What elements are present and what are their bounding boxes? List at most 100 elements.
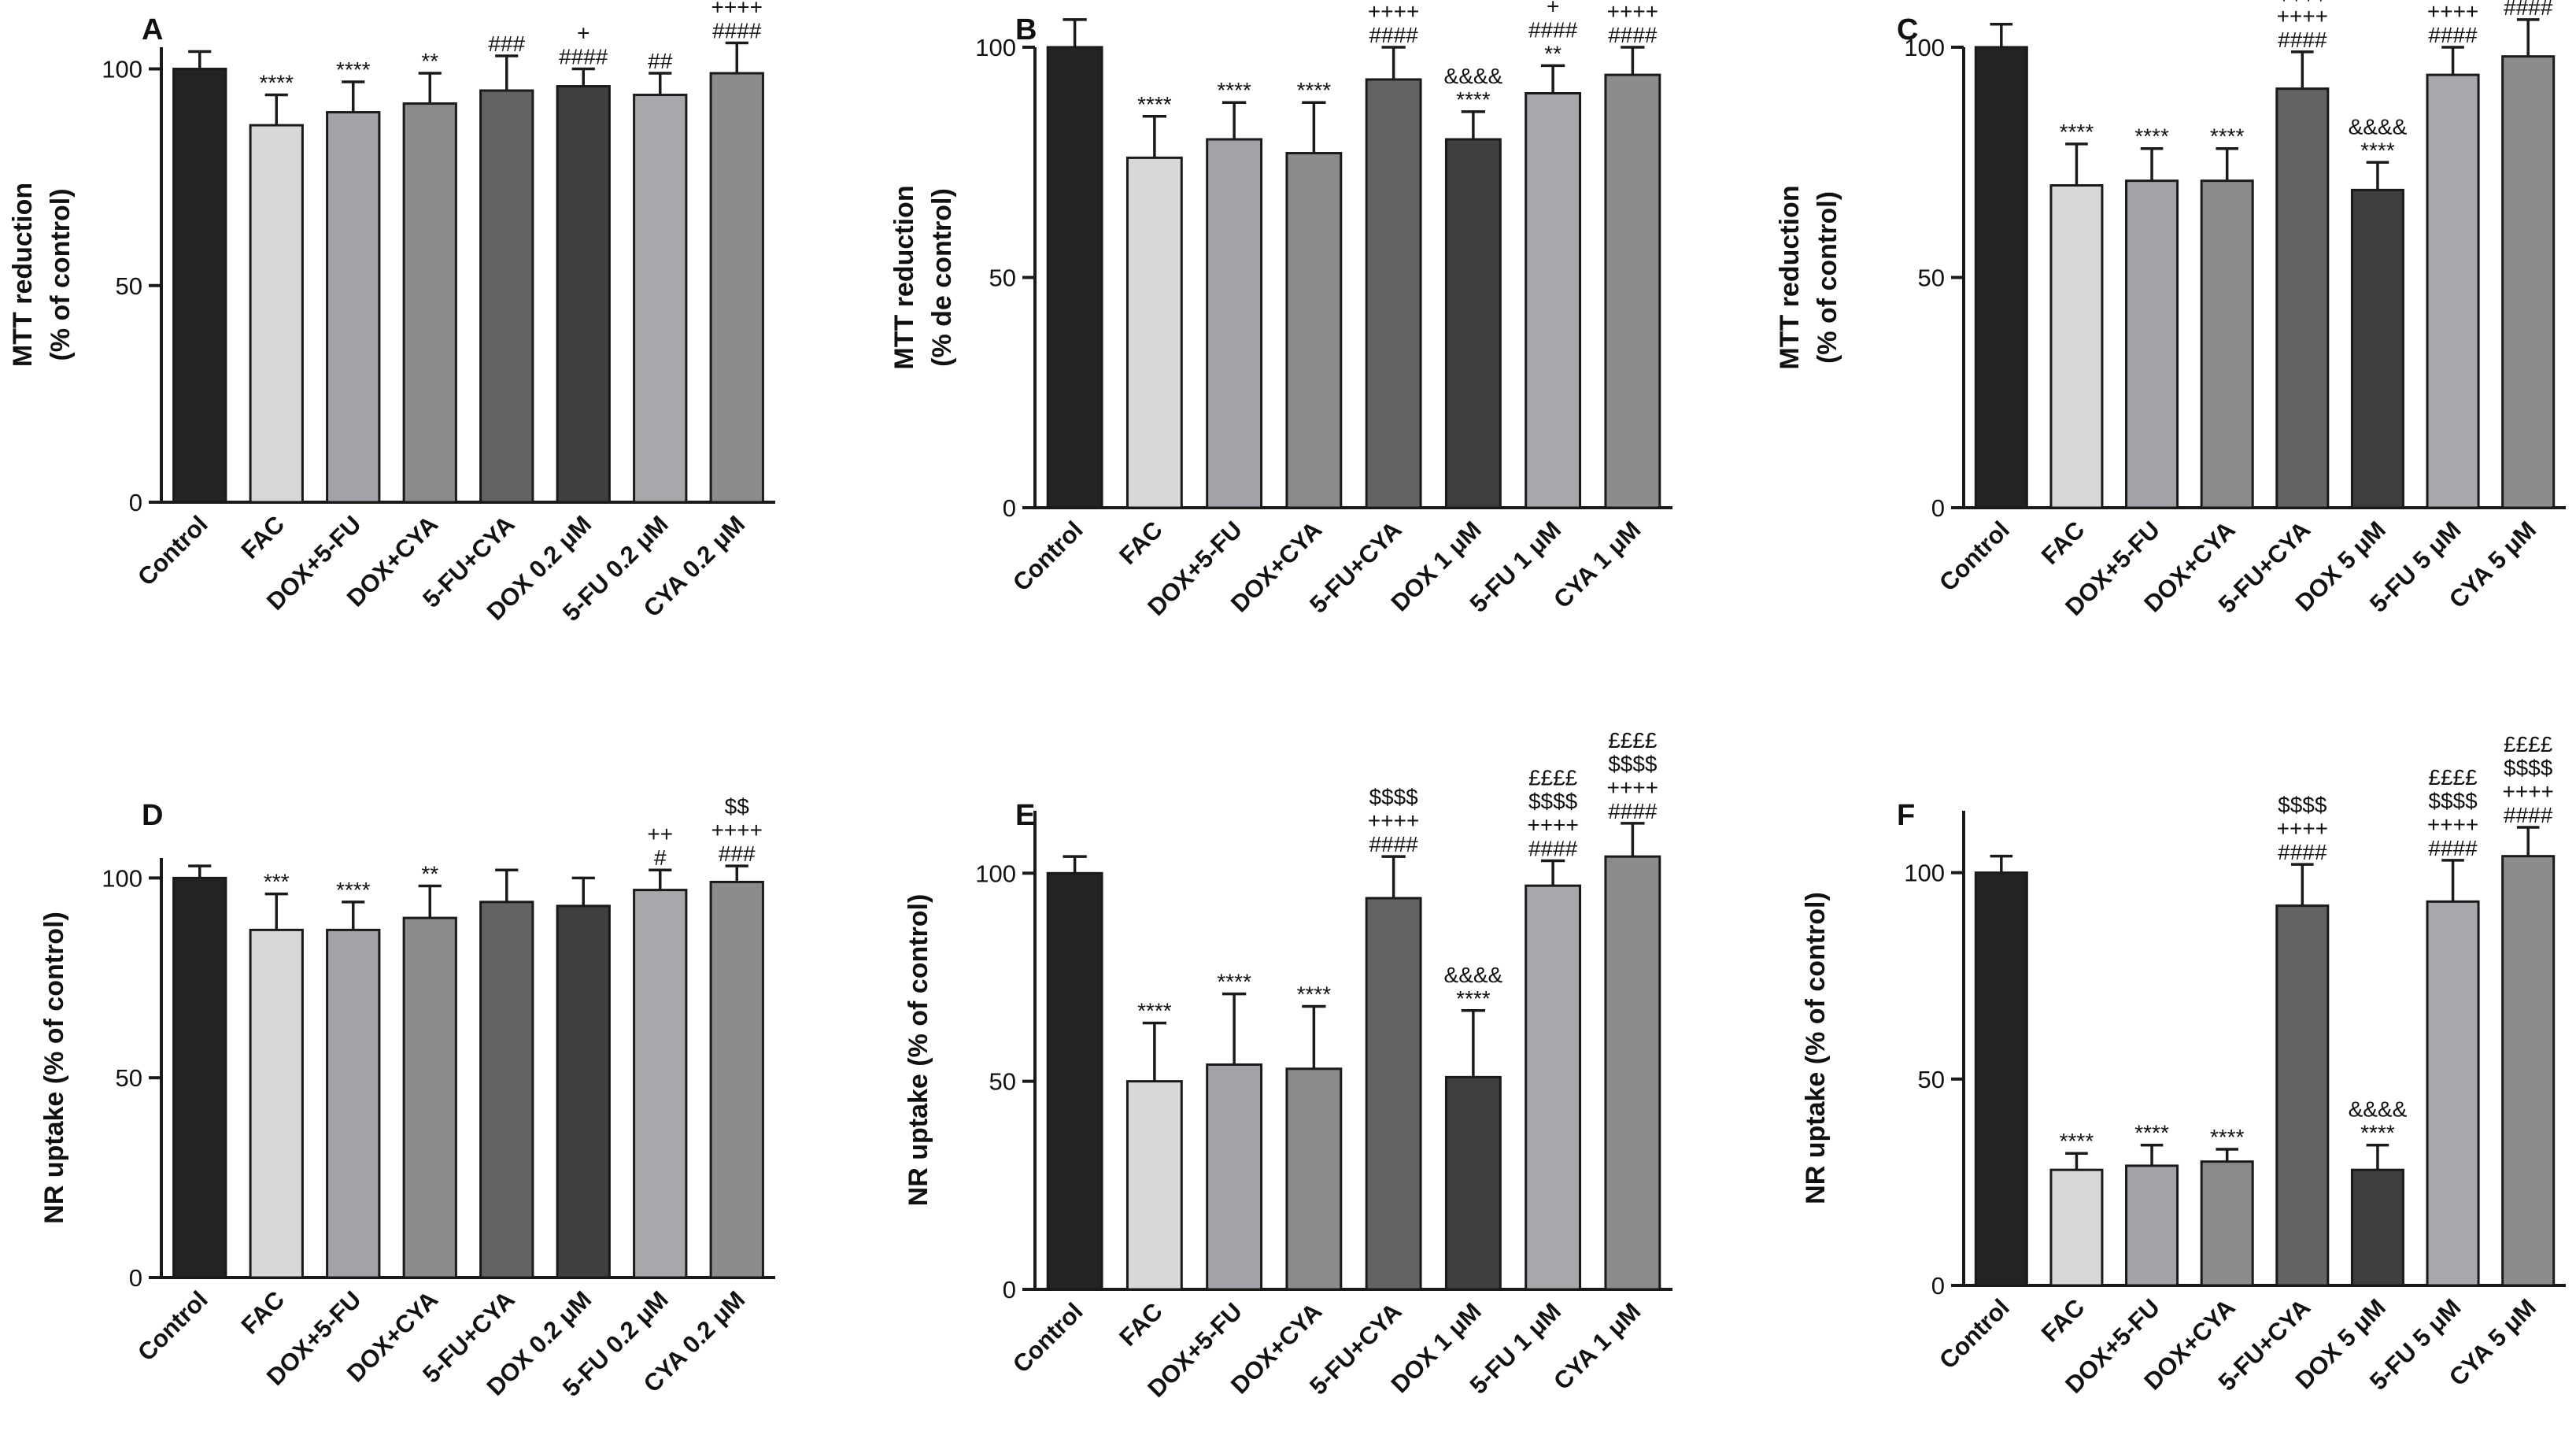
bar-5-fu-cya xyxy=(1365,897,1422,1291)
panel-label: F xyxy=(1897,799,1915,832)
x-tick-label: FAC xyxy=(1114,1297,1168,1352)
y-tick-label: 50 xyxy=(989,264,1016,292)
significance-label: ++++ xyxy=(711,818,763,842)
bar-fac xyxy=(2049,184,2104,509)
bar-5-fu-cya xyxy=(2275,87,2330,509)
bar-dox-cya xyxy=(402,916,457,1279)
y-tick-label: 0 xyxy=(1003,1276,1016,1304)
bar-5-fu-5-m xyxy=(2426,900,2480,1287)
significance-label: #### xyxy=(712,18,762,43)
significance-label: ++++ xyxy=(2277,816,2328,841)
significance-label: ++++ xyxy=(2277,4,2328,28)
significance-label: **** xyxy=(2134,1121,2169,1145)
significance-label: **** xyxy=(1217,78,1251,102)
significance-label: #### xyxy=(1608,23,1658,47)
bar-dox-5-m xyxy=(2350,1168,2404,1287)
chart-panel-b: B MTT reduction (% de control) 0 50 100 Contro… xyxy=(889,0,1672,621)
significance-label: **** xyxy=(2360,1121,2395,1145)
significance-label: **** xyxy=(2210,1125,2245,1149)
x-tick-label: FAC xyxy=(236,510,290,564)
significance-label: ++ xyxy=(647,822,673,846)
significance-label: $$$$ xyxy=(2278,0,2327,5)
x-tick-label: Control xyxy=(1934,1293,2015,1374)
y-tick-label: 100 xyxy=(1904,34,1945,61)
significance-label: $$ xyxy=(725,794,750,819)
y-axis-label: MTT reduction xyxy=(1775,185,1805,369)
x-tick-label: CYA 1 μM xyxy=(1548,516,1646,613)
bar-5-fu-cya xyxy=(2275,904,2330,1287)
significance-label: #### xyxy=(2278,840,2327,864)
bar-cya-1-m xyxy=(1604,73,1661,509)
bar-fac xyxy=(249,928,304,1279)
y-tick-label: 50 xyxy=(116,272,142,300)
y-tick-label: 0 xyxy=(1931,1272,1945,1300)
bar-control xyxy=(1974,46,2028,509)
bar-dox-cya xyxy=(402,102,457,504)
bar-cya-5-m xyxy=(2501,55,2556,509)
bar-dox-5-fu xyxy=(326,111,381,504)
significance-label: &&&& xyxy=(2349,1097,2408,1122)
significance-label: **** xyxy=(1297,78,1332,102)
significance-label: ## xyxy=(648,49,673,73)
bar-fac xyxy=(1125,1080,1183,1291)
panel-label: D xyxy=(142,799,163,832)
y-axis-label: (% de control) xyxy=(927,188,957,367)
y-axis-label: MTT reduction xyxy=(889,185,919,369)
bar-dox-5-fu xyxy=(326,928,381,1279)
x-tick-label: CYA 1 μM xyxy=(1548,1297,1646,1395)
bar-fac xyxy=(249,124,304,504)
x-tick-label: Control xyxy=(132,510,213,591)
significance-label: **** xyxy=(2360,138,2395,162)
significance-label: ££££ xyxy=(1608,728,1658,753)
significance-label: $$$$ xyxy=(2504,756,2553,780)
chart-panel-f: F NR uptake (% of control) 0 50 100 Control **… xyxy=(1801,732,2566,1399)
significance-label: **** xyxy=(2060,1129,2094,1153)
significance-label: ££££ xyxy=(2504,732,2553,756)
y-tick-label: 100 xyxy=(975,860,1016,887)
significance-label: + xyxy=(1547,0,1559,18)
chart-panel-a: A MTT reduction (% of control) 0 50 100 Contro… xyxy=(8,0,775,627)
y-tick-label: 100 xyxy=(102,56,142,83)
significance-label: **** xyxy=(1137,92,1172,116)
y-axis-label: NR uptake (% of control) xyxy=(39,912,69,1224)
bar-cya-5-m xyxy=(2501,855,2556,1287)
panel-label: E xyxy=(1015,799,1035,832)
y-tick-label: 50 xyxy=(116,1064,142,1092)
chart-panel-c: C MTT reduction (% of control) 0 50 100 Contro… xyxy=(1775,0,2566,621)
y-tick-label: 0 xyxy=(1931,494,1945,522)
bar-dox-1-m xyxy=(1444,1075,1502,1291)
significance-label: #### xyxy=(1608,799,1658,823)
y-tick-label: 100 xyxy=(1904,860,1945,887)
y-axis-label: (% of control) xyxy=(46,188,76,361)
significance-label: **** xyxy=(259,71,294,95)
significance-label: ** xyxy=(421,49,438,73)
x-tick-label: FAC xyxy=(2036,1293,2090,1348)
significance-label: ++++ xyxy=(1527,812,1578,837)
significance-label: #### xyxy=(1528,836,1578,860)
bar-cya-1-m xyxy=(1604,855,1661,1291)
bar-fac xyxy=(2049,1168,2104,1287)
significance-label: ££££ xyxy=(1528,765,1578,790)
significance-label: *** xyxy=(264,870,290,894)
bar-5-fu-cya xyxy=(479,89,534,504)
bar-dox-cya xyxy=(1285,152,1343,509)
significance-label: $$$$ xyxy=(2428,789,2478,813)
significance-label: ++++ xyxy=(711,0,763,19)
significance-label: **** xyxy=(1297,982,1332,1006)
bar-dox-5-fu xyxy=(1206,1063,1263,1291)
significance-label: $$$$ xyxy=(2278,793,2327,817)
bar-5-fu-0-2-m xyxy=(633,889,688,1279)
significance-label: ** xyxy=(421,862,438,886)
significance-label: **** xyxy=(1217,970,1251,994)
significance-label: ++++ xyxy=(1607,0,1658,24)
panel-label: A xyxy=(142,13,163,46)
significance-label: #### xyxy=(2428,836,2478,860)
bar-dox-5-fu xyxy=(2125,1164,2179,1287)
bar-dox-5-fu xyxy=(2125,179,2179,509)
bar-5-fu-1-m xyxy=(1525,92,1582,509)
y-tick-label: 100 xyxy=(975,34,1016,61)
y-tick-label: 50 xyxy=(1918,264,1945,292)
bar-dox-cya xyxy=(1285,1067,1343,1291)
bar-5-fu-cya xyxy=(1365,78,1422,509)
